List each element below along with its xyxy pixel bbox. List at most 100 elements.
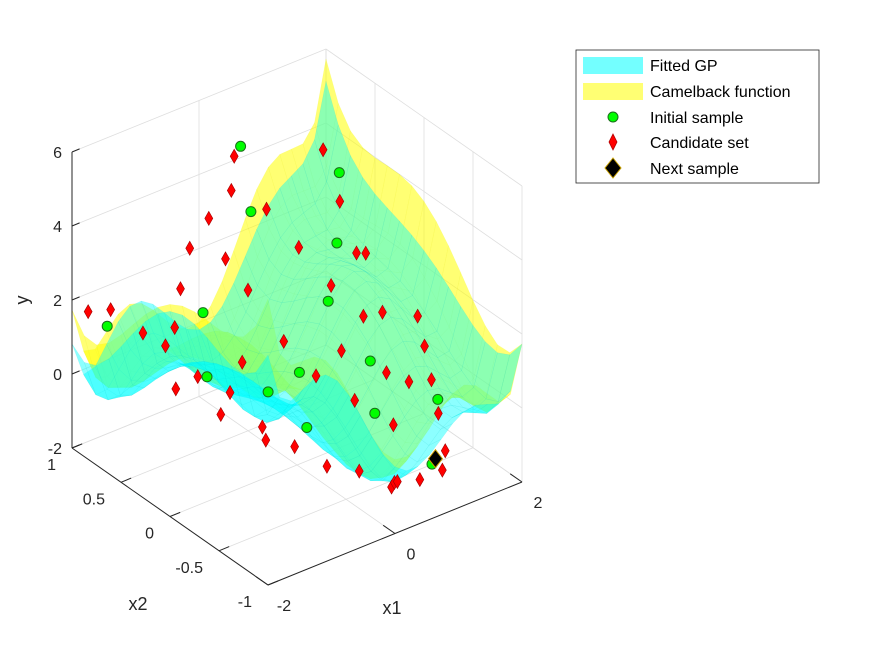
surface-fitted-gp-patch xyxy=(166,361,191,368)
surface-fitted-gp-patch xyxy=(368,411,394,454)
surface-fitted-gp-patch xyxy=(321,408,346,440)
surface-fitted-gp-patch xyxy=(343,321,368,365)
surface-fitted-gp-patch xyxy=(389,292,414,319)
surface-fitted-gp-patch xyxy=(439,404,465,418)
surface-fitted-gp-patch xyxy=(120,332,146,386)
surface-fitted-gp-patch xyxy=(235,387,262,397)
surface-camelback-patch xyxy=(96,342,121,388)
surface-fitted-gp-patch xyxy=(180,363,205,367)
surface-camelback-patch xyxy=(304,232,330,250)
surface-fitted-gp-patch xyxy=(194,323,219,383)
surface-fitted-gp-patch xyxy=(216,368,242,379)
surface-fitted-gp-patch xyxy=(246,325,271,354)
z-tick-label: -2 xyxy=(48,441,62,458)
initial-sample-point xyxy=(301,422,313,433)
candidate-point xyxy=(335,193,345,210)
surface-fitted-gp-patch xyxy=(340,264,366,273)
surface-fitted-gp-patch xyxy=(391,375,417,418)
surface-fitted-gp-patch xyxy=(305,276,331,299)
surface-fitted-gp-patch xyxy=(152,303,178,348)
candidate-point xyxy=(106,302,115,318)
surface-fitted-gp-patch xyxy=(266,396,292,420)
surface-fitted-gp-patch xyxy=(473,341,498,400)
surface-camelback-patch xyxy=(314,58,339,167)
surface-fitted-gp-patch xyxy=(436,286,462,352)
x-tick-mark xyxy=(382,524,396,534)
surface-fitted-gp-patch xyxy=(307,323,332,358)
surface-fitted-gp-patch xyxy=(391,340,416,377)
surface-fitted-gp-patch xyxy=(257,298,283,329)
surface-fitted-gp-patch xyxy=(323,416,349,445)
initial-sample-point xyxy=(201,371,213,383)
surface-fitted-gp-patch xyxy=(365,281,391,300)
surface-fitted-gp-patch xyxy=(143,371,169,389)
surface-fitted-gp-patch xyxy=(156,366,181,380)
x-tick-label: 2 xyxy=(534,495,543,512)
surface-fitted-gp-patch xyxy=(249,397,274,403)
surface-fitted-gp-patch xyxy=(347,414,373,457)
surface-fitted-gp-patch xyxy=(246,351,272,374)
surface-fitted-gp-patch xyxy=(308,392,334,424)
surface-fitted-gp-patch xyxy=(142,367,168,383)
surface-camelback-patch xyxy=(424,220,449,302)
z-tick-mark xyxy=(71,444,80,449)
candidate-point xyxy=(226,182,236,199)
candidate-point xyxy=(279,333,289,350)
candidate-point xyxy=(204,210,214,226)
surface-fitted-gp-patch xyxy=(324,380,350,418)
initial-sample-point xyxy=(432,393,444,405)
candidate-point xyxy=(415,471,425,488)
surface-fitted-gp-patch xyxy=(440,411,465,430)
candidate-point xyxy=(413,308,422,324)
surface-camelback-patch xyxy=(326,102,351,194)
surface-camelback-patch xyxy=(382,456,408,478)
surface-fitted-gp-patch xyxy=(303,235,329,253)
surface-camelback-patch xyxy=(280,194,305,232)
surface-fitted-gp-patch xyxy=(106,321,131,371)
surface-fitted-gp-patch xyxy=(283,347,309,375)
legend-label-initial-sample: Initial sample xyxy=(650,110,743,127)
legend-swatch-camelback xyxy=(583,83,643,100)
y-tick-mark xyxy=(120,477,132,483)
surface-fitted-gp-patch xyxy=(269,274,294,303)
surface-fitted-gp-patch xyxy=(405,454,430,476)
surface-fitted-gp-patch xyxy=(129,300,154,337)
surface-fitted-gp-patch xyxy=(341,260,366,272)
candidate-point xyxy=(171,381,181,397)
candidate-point xyxy=(216,406,226,423)
surface-camelback-patch xyxy=(221,250,247,319)
surface-fitted-gp-patch xyxy=(117,305,143,350)
surface-fitted-gp-patch xyxy=(272,391,298,408)
initial-sample-point xyxy=(322,295,334,307)
surface-fitted-gp-patch xyxy=(437,371,463,398)
surface-camelback-patch xyxy=(497,343,523,405)
candidate-point xyxy=(350,392,360,408)
surface-fitted-gp-patch xyxy=(254,414,280,423)
initial-sample-point xyxy=(369,407,381,419)
surface-fitted-gp-patch xyxy=(280,254,306,280)
surface-fitted-gp-patch xyxy=(130,363,156,383)
y-tick-label: -1 xyxy=(238,594,252,611)
surface-fitted-gp-patch xyxy=(175,321,201,363)
surface-fitted-gp-patch xyxy=(193,364,217,371)
surface-fitted-gp-patch xyxy=(357,465,383,481)
surface-fitted-gp-patch xyxy=(342,270,367,291)
surface-fitted-gp-patch xyxy=(376,279,402,302)
z-tick-mark xyxy=(71,370,80,375)
surface-fitted-gp-patch xyxy=(154,361,180,369)
y-axis-label: x2 xyxy=(128,594,147,614)
surface-camelback-patch xyxy=(342,264,367,292)
surface-fitted-gp-patch xyxy=(106,369,132,398)
surface-fitted-gp-patch xyxy=(227,367,252,384)
candidate-point xyxy=(229,148,239,164)
surface-fitted-gp-patch xyxy=(331,307,356,346)
surface-camelback-patch xyxy=(255,298,280,381)
surface-camelback-patch xyxy=(412,200,437,279)
surface-fitted-gp-patch xyxy=(253,409,279,423)
surface-fitted-gp-patch xyxy=(412,250,437,313)
surface-fitted-gp-patch xyxy=(230,365,256,418)
surface-fitted-gp-patch xyxy=(312,402,337,427)
surface-fitted-gp-patch xyxy=(449,391,476,411)
surface-fitted-gp-patch xyxy=(181,314,207,370)
surface-fitted-gp-patch xyxy=(451,404,476,418)
